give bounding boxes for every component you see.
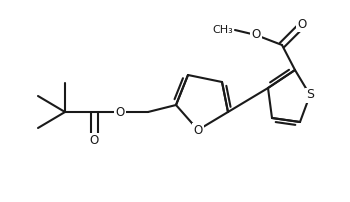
Text: O: O (193, 123, 203, 137)
Text: O: O (251, 28, 261, 41)
Text: O: O (298, 19, 307, 32)
Text: O: O (89, 134, 99, 146)
Text: S: S (306, 88, 314, 101)
Text: CH₃: CH₃ (212, 25, 233, 35)
Text: O: O (116, 105, 125, 119)
